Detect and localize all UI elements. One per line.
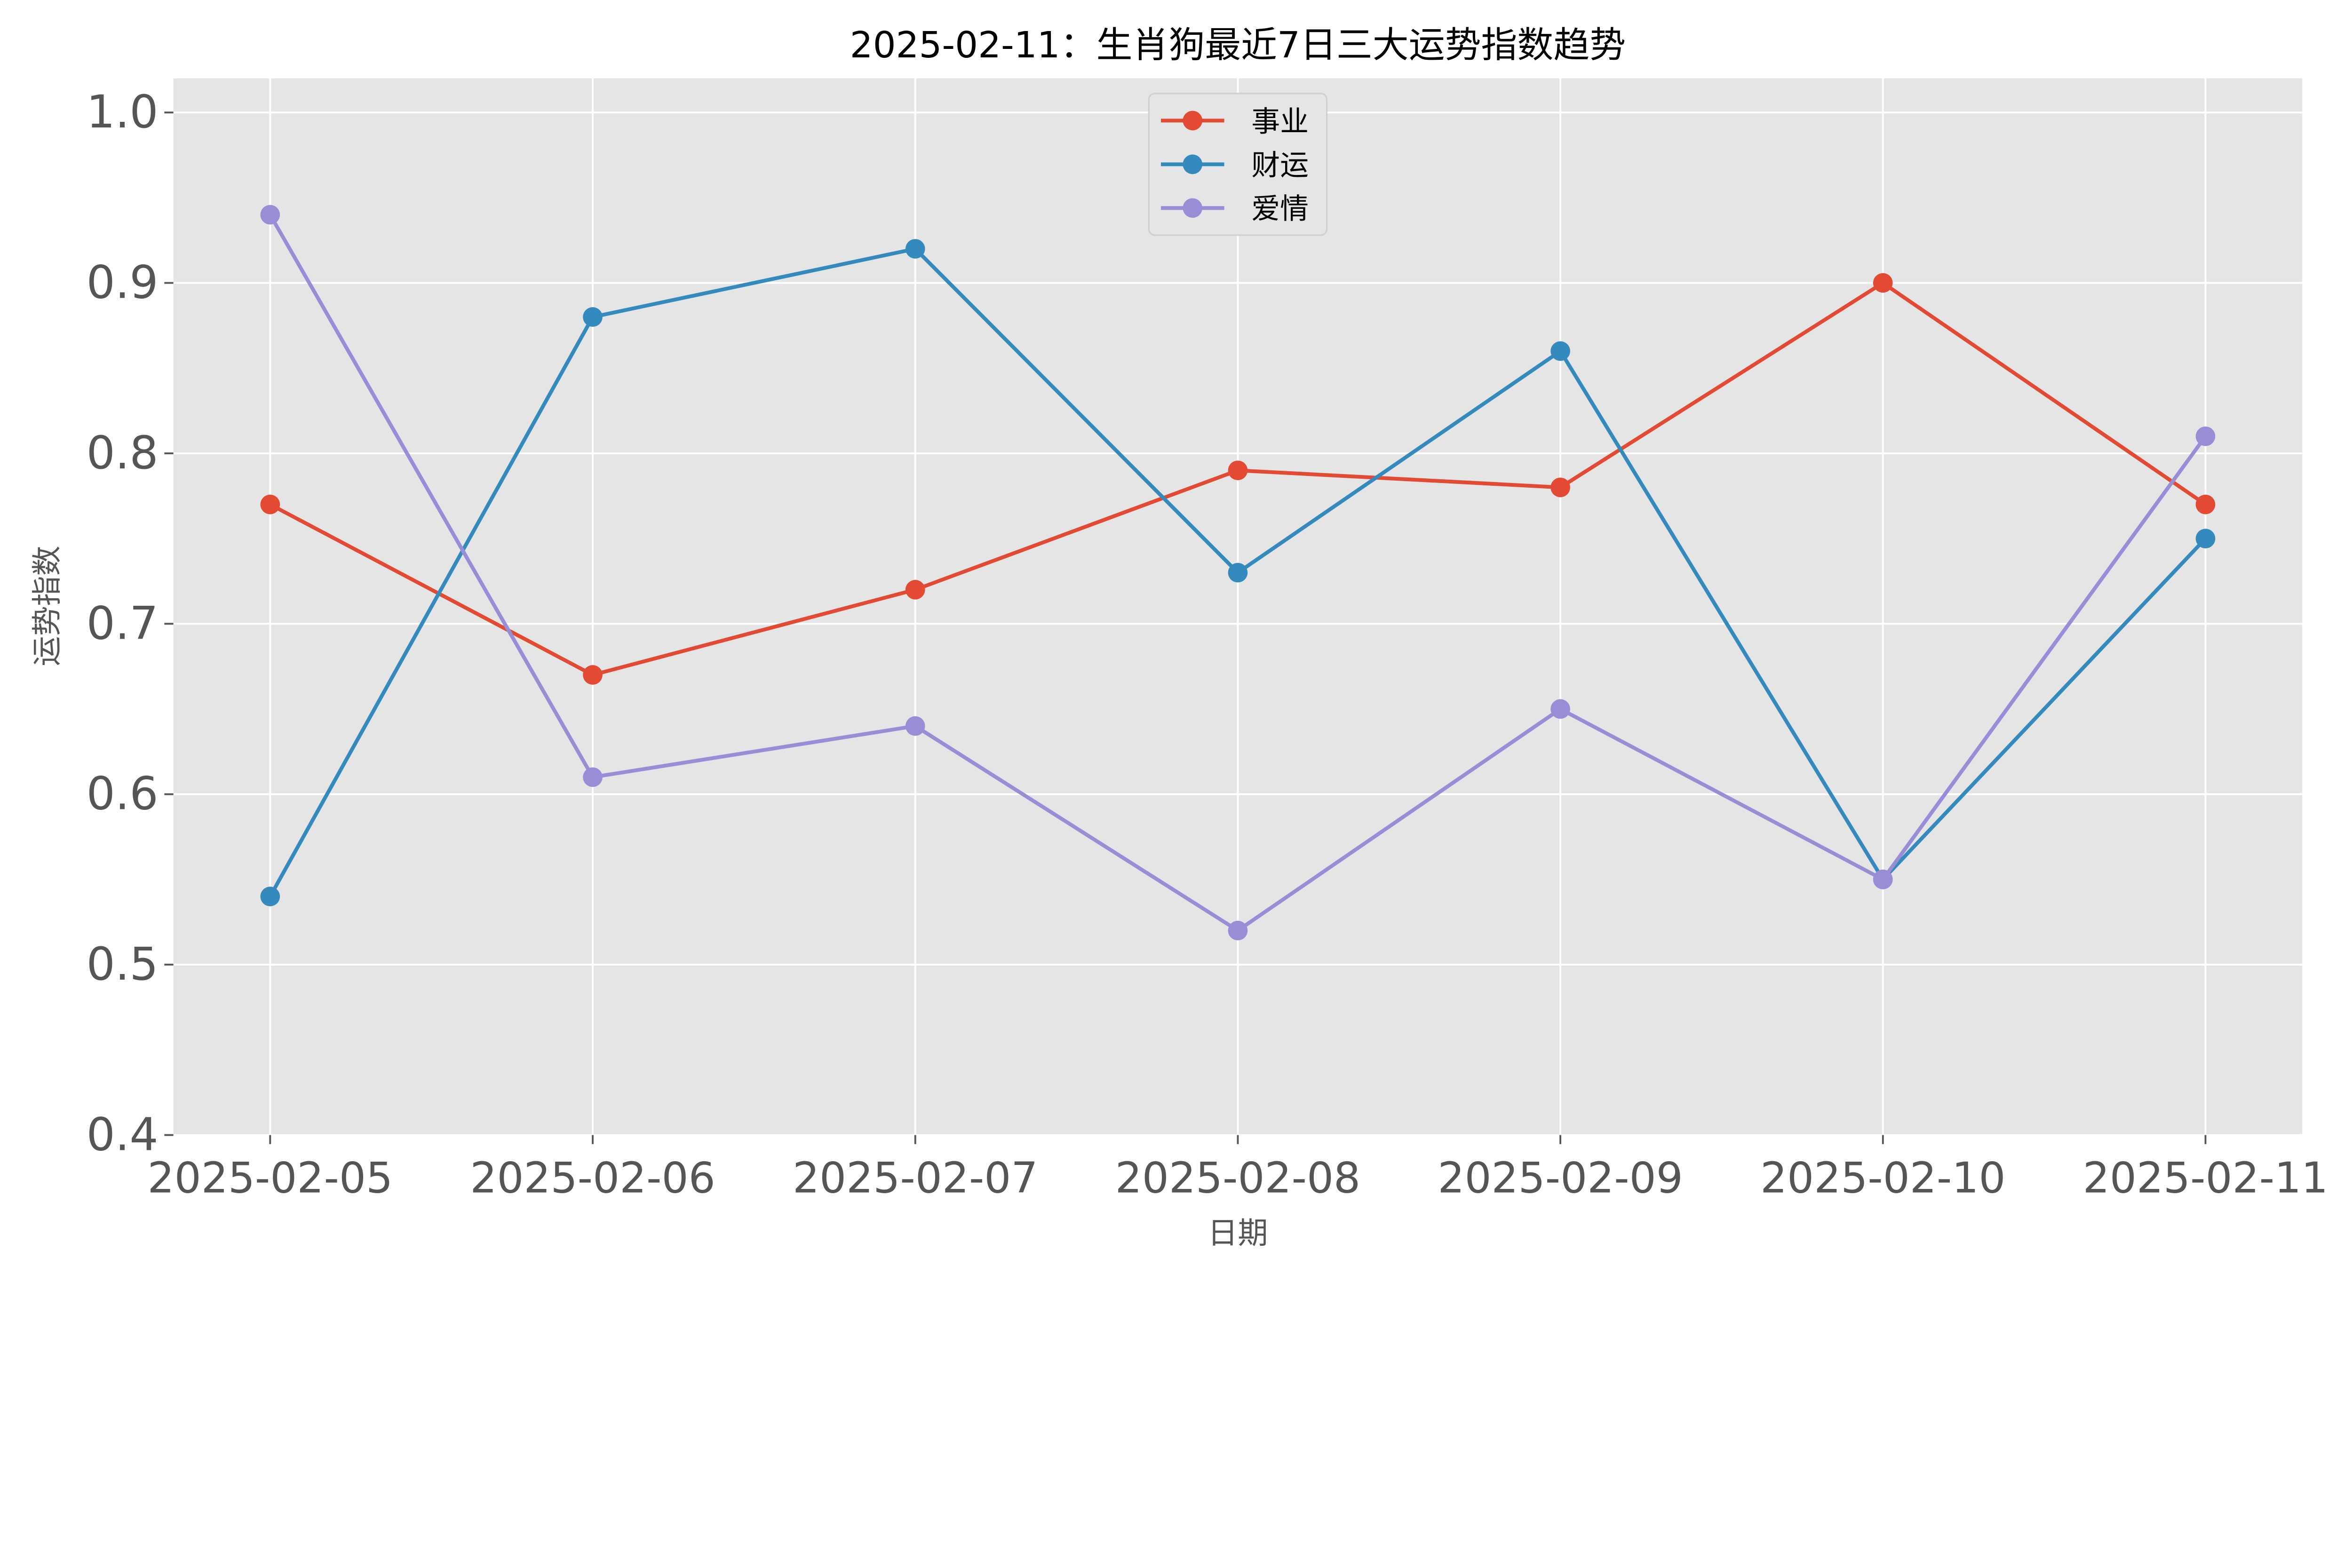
- x-tick-label: 2025-02-06: [470, 1154, 715, 1203]
- data-point-爱情: [2195, 426, 2216, 446]
- data-point-财运: [905, 239, 925, 259]
- data-point-事业: [1873, 273, 1893, 293]
- legend-label: 事业: [1251, 105, 1309, 138]
- data-point-财运: [2195, 529, 2216, 548]
- y-tick-label: 0.6: [87, 768, 159, 820]
- data-point-爱情: [1873, 870, 1893, 889]
- x-tick-label: 2025-02-11: [2083, 1154, 2328, 1203]
- x-tick-label: 2025-02-07: [793, 1154, 1038, 1203]
- x-axis-label: 日期: [1208, 1216, 1268, 1251]
- x-tick-label: 2025-02-10: [1760, 1154, 2006, 1203]
- x-tick-label: 2025-02-08: [1115, 1154, 1361, 1203]
- x-tick-label: 2025-02-09: [1438, 1154, 1683, 1203]
- series-group: [260, 205, 2216, 941]
- y-tick-label: 0.5: [87, 938, 159, 990]
- y-tick-label: 0.9: [87, 256, 159, 309]
- axis-ticks: 0.4 0.5 0.6 0.7 0.8 0.9 1.0 2025-02-05 2025-02-0…: [87, 86, 2328, 1203]
- data-point-事业: [905, 579, 925, 600]
- y-tick-label: 0.4: [87, 1109, 159, 1161]
- line-chart: 0.4 0.5 0.6 0.7 0.8 0.9 1.0 2025-02-05 2025-02-0…: [30, 24, 2328, 1251]
- data-point-爱情: [1228, 920, 1248, 941]
- data-point-事业: [1550, 477, 1570, 498]
- data-point-财运: [1550, 341, 1570, 361]
- data-point-事业: [260, 494, 280, 515]
- data-point-事业: [1228, 460, 1248, 480]
- data-point-爱情: [583, 767, 603, 787]
- legend-label: 财运: [1251, 149, 1309, 182]
- x-tick-label: 2025-02-05: [148, 1154, 393, 1203]
- y-tick-label: 0.7: [87, 597, 159, 649]
- legend-marker: [1183, 198, 1203, 218]
- data-point-财运: [583, 307, 603, 327]
- legend-label: 爱情: [1251, 192, 1309, 226]
- data-point-事业: [2195, 494, 2216, 515]
- data-point-爱情: [905, 716, 925, 736]
- data-point-财运: [1228, 562, 1248, 583]
- data-point-爱情: [1550, 699, 1570, 719]
- legend-marker: [1183, 111, 1203, 131]
- y-tick-label: 1.0: [87, 86, 159, 138]
- legend-marker: [1183, 154, 1203, 174]
- data-point-财运: [260, 887, 280, 906]
- y-axis-label: 运势指数: [30, 546, 65, 666]
- data-point-爱情: [260, 205, 280, 225]
- y-tick-label: 0.8: [87, 427, 159, 479]
- chart-title: 2025-02-11：生肖狗最近7日三大运势指数趋势: [850, 24, 1626, 66]
- data-point-事业: [583, 665, 603, 685]
